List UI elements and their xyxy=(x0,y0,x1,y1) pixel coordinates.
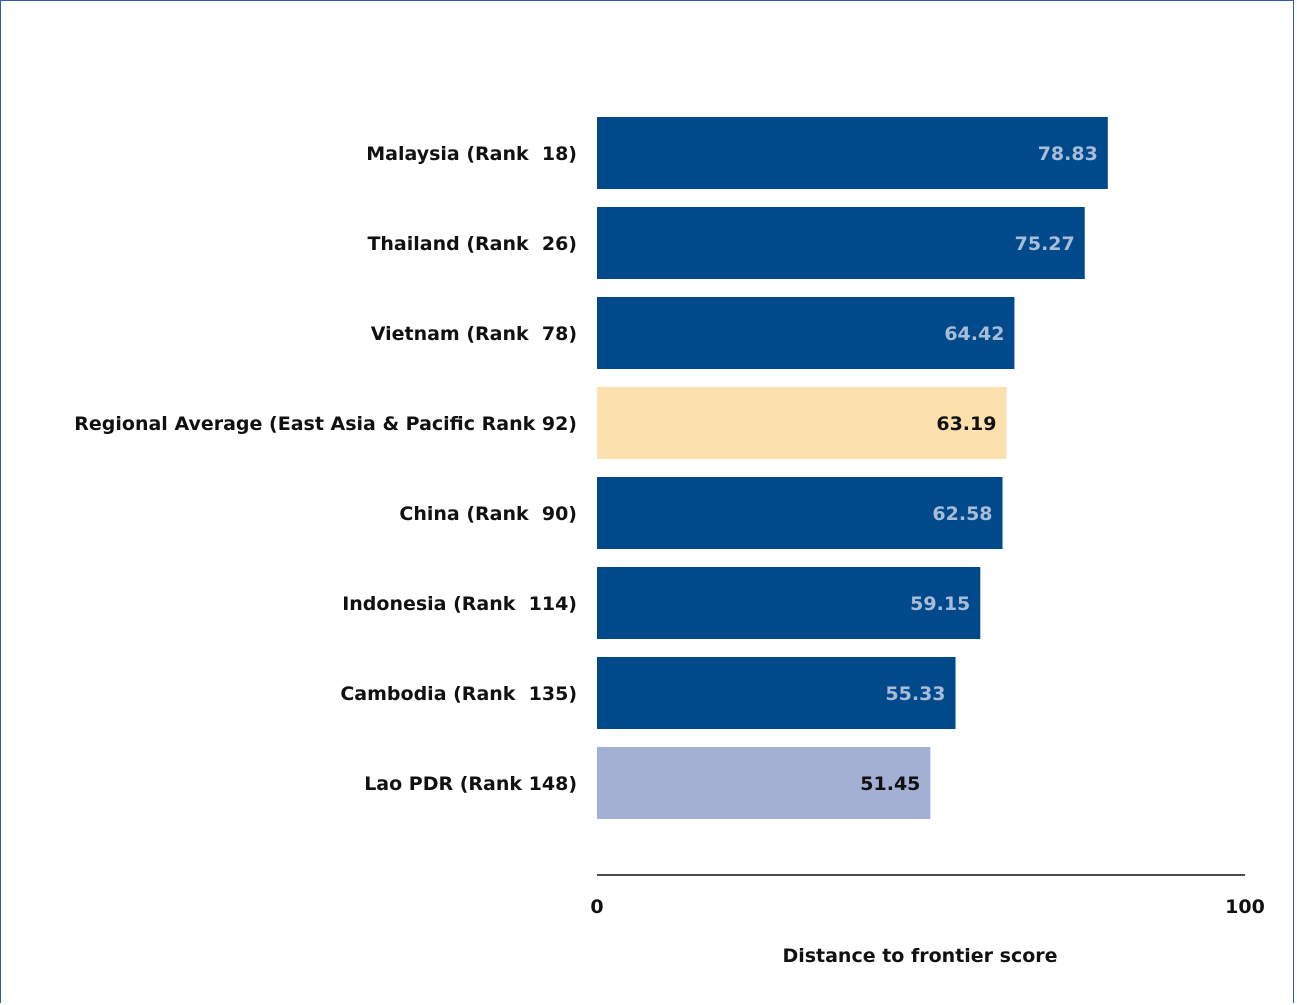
category-label: Vietnam (Rank 78) xyxy=(371,323,577,345)
data-label: 59.15 xyxy=(910,593,970,615)
bar xyxy=(597,477,1003,549)
bars xyxy=(597,117,1108,819)
category-labels: Malaysia (Rank 18) Thailand (Rank 26) Viet… xyxy=(74,143,577,795)
data-label: 55.33 xyxy=(885,683,945,705)
value-labels: 78.83 75.27 64.42 63.19 62.58 59.15 55.33 51.45 xyxy=(860,143,1098,795)
category-label: Cambodia (Rank 135) xyxy=(340,683,577,705)
x-axis-title: Distance to frontier score xyxy=(782,945,1057,967)
bar xyxy=(597,567,981,639)
category-label: China (Rank 90) xyxy=(399,503,577,525)
data-label: 51.45 xyxy=(860,773,920,795)
bar xyxy=(597,117,1108,189)
bar xyxy=(597,747,931,819)
x-tick-label-max: 100 xyxy=(1225,896,1265,918)
data-label: 75.27 xyxy=(1015,233,1075,255)
category-label: Indonesia (Rank 114) xyxy=(342,593,577,615)
category-label: Lao PDR (Rank 148) xyxy=(364,773,577,795)
category-label: Malaysia (Rank 18) xyxy=(366,143,577,165)
x-tick-label-min: 0 xyxy=(590,896,603,918)
data-label: 78.83 xyxy=(1038,143,1098,165)
bar xyxy=(597,297,1015,369)
bar xyxy=(597,387,1007,459)
data-label: 62.58 xyxy=(932,503,992,525)
data-label: 64.42 xyxy=(944,323,1004,345)
category-label: Thailand (Rank 26) xyxy=(367,233,577,255)
category-label: Regional Average (East Asia & Pacific Ra… xyxy=(74,413,577,435)
bar xyxy=(597,657,956,729)
bar xyxy=(597,207,1085,279)
data-label: 63.19 xyxy=(936,413,996,435)
